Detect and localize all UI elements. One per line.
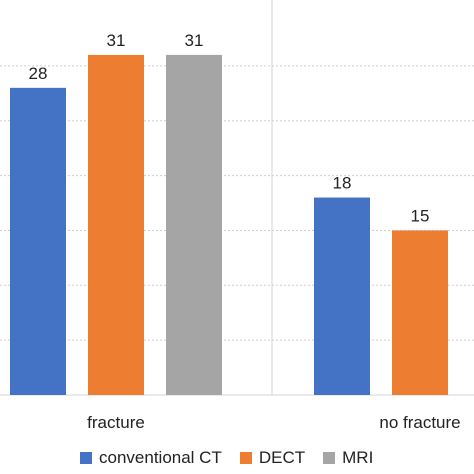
data-label: 28 [29, 64, 48, 83]
category-label: fracture [87, 413, 145, 432]
legend-swatch-mri [323, 452, 336, 464]
legend-item-dect: DECT [239, 448, 306, 468]
bar-conventional-ct-fracture [10, 87, 66, 395]
legend-swatch-dect [239, 452, 252, 464]
bars [10, 54, 448, 396]
data-label: 31 [107, 31, 126, 50]
bar-conventional-ct-no-fracture [314, 197, 370, 395]
legend-label: DECT [258, 448, 306, 467]
category-labels: fracture no fracture [87, 413, 460, 432]
legend-item-conventional-ct: conventional CT [80, 448, 222, 468]
legend-label: conventional CT [99, 448, 222, 467]
legend-item-mri: MRI [323, 448, 373, 468]
data-label: 31 [185, 31, 204, 50]
legend: conventional CT DECT MRI [80, 448, 373, 468]
data-label: 15 [411, 206, 430, 225]
data-label: 18 [333, 174, 352, 193]
data-labels: 28 31 31 18 15 [29, 31, 430, 226]
legend-swatch-conventional-ct [80, 452, 92, 464]
bar-mri-fracture [166, 54, 222, 396]
bar-dect-fracture [88, 54, 144, 396]
bar-dect-no-fracture [392, 230, 448, 395]
category-label: no fracture [379, 413, 460, 432]
gridlines [0, 65, 474, 341]
legend-label: MRI [342, 448, 374, 467]
